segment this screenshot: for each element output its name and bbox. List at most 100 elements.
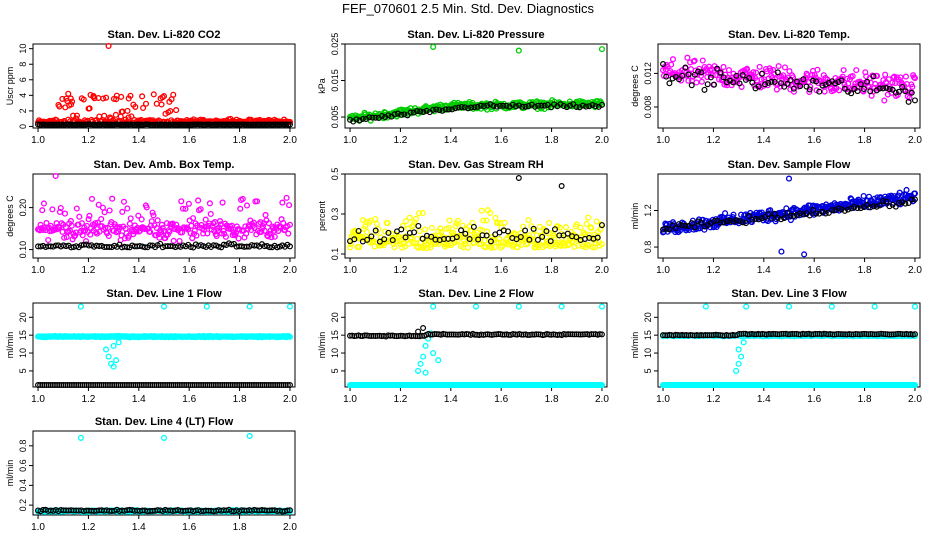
data-point (428, 224, 436, 231)
data-point (286, 333, 294, 340)
data-point (740, 339, 747, 346)
data-point (140, 104, 147, 112)
y-tick-label: 0.8 (18, 440, 28, 453)
x-tick-label: 1.4 (757, 135, 771, 146)
data-point (61, 234, 68, 241)
data-point-secondary (598, 222, 605, 229)
data-point (239, 195, 246, 202)
data-point (68, 101, 75, 108)
data-point (881, 97, 888, 104)
data-point-secondary (908, 196, 915, 203)
data-point (105, 232, 112, 240)
data-point (213, 232, 220, 240)
data-point (95, 201, 102, 208)
data-point-secondary (867, 204, 874, 211)
y-axis-label: Uscr ppm (5, 67, 15, 106)
data-point (874, 194, 881, 201)
data-point-secondary (765, 211, 772, 218)
data-point (430, 349, 437, 357)
data-point-secondary (560, 102, 567, 109)
data-point (558, 303, 565, 310)
data-point (424, 244, 431, 252)
data-point-secondary (439, 107, 446, 114)
data-point (286, 202, 293, 209)
x-tick-label: 1.2 (81, 522, 95, 533)
x-tick-label: 1.4 (757, 394, 771, 405)
data-point-secondary (461, 104, 468, 111)
data-point-secondary (539, 233, 546, 240)
data-point-secondary (429, 106, 436, 113)
data-point-secondary (908, 89, 915, 96)
data-point (598, 241, 606, 248)
y-tick-label: 0.5 (330, 168, 340, 181)
data-point (702, 303, 709, 310)
data-point-secondary (727, 217, 734, 224)
data-point-secondary (266, 244, 273, 251)
x-tick-label: 1.2 (393, 135, 407, 146)
data-point-secondary (691, 224, 698, 231)
data-point-secondary (848, 90, 855, 97)
data-point-secondary (733, 217, 740, 224)
data-point-secondary (455, 104, 462, 111)
data-point-secondary (793, 78, 800, 85)
data-point-secondary (376, 238, 383, 245)
data-point-secondary (286, 121, 293, 128)
data-point (715, 76, 723, 83)
data-point (258, 228, 265, 235)
data-point (668, 61, 675, 68)
data-point (265, 220, 272, 227)
y-tick-label: 0.3 (330, 208, 340, 221)
data-point-secondary (666, 226, 673, 233)
x-tick-label: 1.6 (494, 394, 508, 405)
data-point (420, 353, 427, 360)
data-point-secondary (210, 242, 217, 249)
data-point (160, 434, 168, 441)
data-point (153, 100, 160, 107)
data-point-secondary (458, 103, 465, 110)
data-point (735, 360, 742, 367)
x-tick-label: 1.4 (132, 522, 146, 533)
x-tick-label: 2.0 (283, 394, 297, 405)
plot-frame (32, 430, 296, 516)
x-tick-label: 1.4 (444, 394, 458, 405)
data-point (454, 217, 462, 224)
y-tick-label: 0.8 (643, 241, 653, 254)
data-point-secondary (547, 104, 554, 111)
data-point-secondary (526, 236, 533, 243)
data-point (391, 244, 398, 251)
data-point (384, 220, 391, 227)
data-point-secondary (867, 88, 874, 95)
data-point (154, 217, 161, 224)
data-point (112, 111, 119, 118)
data-point-secondary (742, 220, 749, 227)
data-point (858, 80, 865, 87)
data-point (102, 224, 109, 232)
x-tick-label: 1.6 (807, 265, 821, 276)
data-point-secondary (768, 214, 775, 221)
data-point-secondary (477, 102, 484, 109)
data-point-secondary (579, 102, 586, 109)
data-point (588, 225, 595, 232)
y-axis-label: degrees C (630, 65, 640, 107)
data-point-secondary (286, 382, 293, 389)
panel-6: Stan. Dev. Sample Flow 1.0 1.2 1.4 1.6 1.8 2.0… (630, 159, 922, 276)
data-point (849, 73, 856, 80)
data-point-secondary (598, 331, 605, 338)
data-point-secondary (420, 109, 427, 116)
data-point-secondary (768, 78, 775, 85)
y-axis-label: ml/min (317, 332, 327, 359)
data-point-secondary (484, 102, 491, 109)
x-tick-label: 1.6 (494, 135, 508, 146)
data-point-secondary (800, 76, 807, 83)
data-point-secondary (787, 212, 794, 219)
data-point-secondary (755, 216, 762, 223)
data-point-secondary (841, 85, 848, 92)
data-point-secondary (563, 104, 570, 111)
data-point (598, 46, 606, 53)
data-point-secondary (675, 221, 682, 228)
data-point (142, 100, 150, 107)
data-point (103, 94, 110, 101)
x-tick-label: 1.6 (182, 394, 196, 405)
panel-3: Stan. Dev. Li-820 Temp. 1.0 1.2 1.4 1.6 1.8 2.… (630, 29, 922, 146)
data-point (778, 248, 785, 255)
